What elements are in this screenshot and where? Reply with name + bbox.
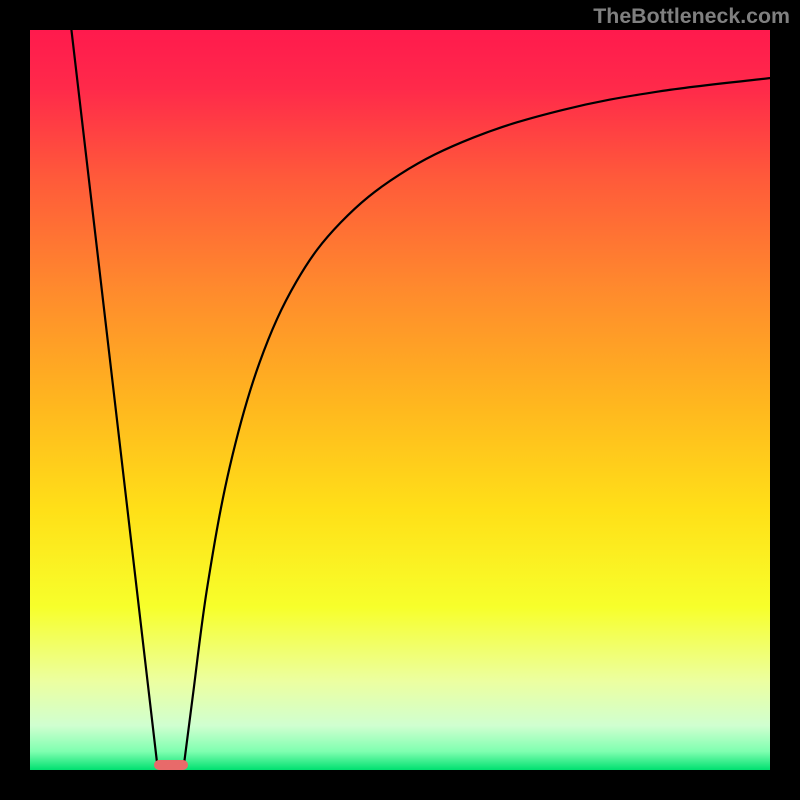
plot-area	[30, 30, 770, 770]
chart-svg	[30, 30, 770, 770]
watermark-text: TheBottleneck.com	[593, 4, 790, 29]
bottom-pill-marker	[154, 760, 188, 770]
gradient-background	[30, 30, 770, 770]
